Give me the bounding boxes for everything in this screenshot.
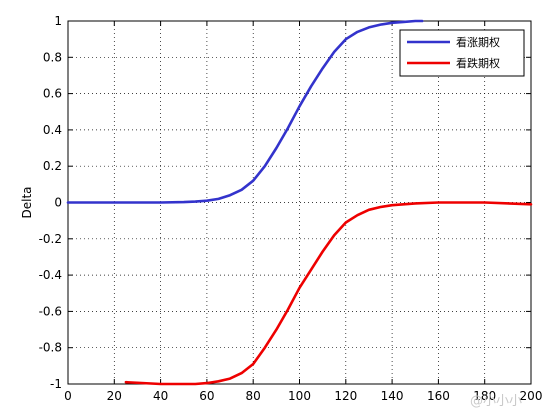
series-group bbox=[66, 19, 533, 386]
legend-box bbox=[399, 29, 525, 77]
x-tick-label: 60 bbox=[199, 389, 214, 403]
y-tick-label: 0.2 bbox=[43, 159, 62, 173]
grid bbox=[68, 21, 531, 384]
y-tick-label: -0.2 bbox=[39, 232, 62, 246]
legend-label: 看涨期权 bbox=[456, 35, 500, 49]
x-tick-label: 100 bbox=[288, 389, 311, 403]
y-tick-label: -1 bbox=[50, 377, 62, 391]
x-tick-label: 20 bbox=[107, 389, 122, 403]
y-axis-label: Delta bbox=[20, 186, 34, 218]
x-tick-label: 140 bbox=[381, 389, 404, 403]
x-tick-label: 40 bbox=[153, 389, 168, 403]
x-tick-label: 120 bbox=[334, 389, 357, 403]
ticks: 0 20 40 60 80 100 120 140 160 180 200 1 0.8 0.6 0.4 0.2… bbox=[39, 14, 543, 403]
x-tick-label: 180 bbox=[473, 389, 496, 403]
legend-label: 看跌期权 bbox=[456, 56, 500, 70]
y-tick-label: 0.8 bbox=[43, 50, 62, 64]
watermark: @小小小 bbox=[470, 394, 522, 409]
x-tick-label: 160 bbox=[427, 389, 450, 403]
x-tick-label: 200 bbox=[520, 389, 543, 403]
y-tick-label: -0.6 bbox=[39, 304, 62, 318]
y-tick-label: -0.8 bbox=[39, 341, 62, 355]
x-tick-label: 80 bbox=[246, 389, 261, 403]
series-line-put bbox=[124, 201, 533, 386]
y-tick-label: 0.6 bbox=[43, 87, 62, 101]
x-tick-label: 0 bbox=[64, 389, 72, 403]
y-tick-label: -0.4 bbox=[39, 268, 62, 282]
y-tick-label: 0.4 bbox=[43, 123, 62, 137]
y-tick-label: 1 bbox=[54, 14, 62, 28]
series-line-call bbox=[66, 19, 424, 204]
y-tick-label: 0 bbox=[54, 196, 62, 210]
